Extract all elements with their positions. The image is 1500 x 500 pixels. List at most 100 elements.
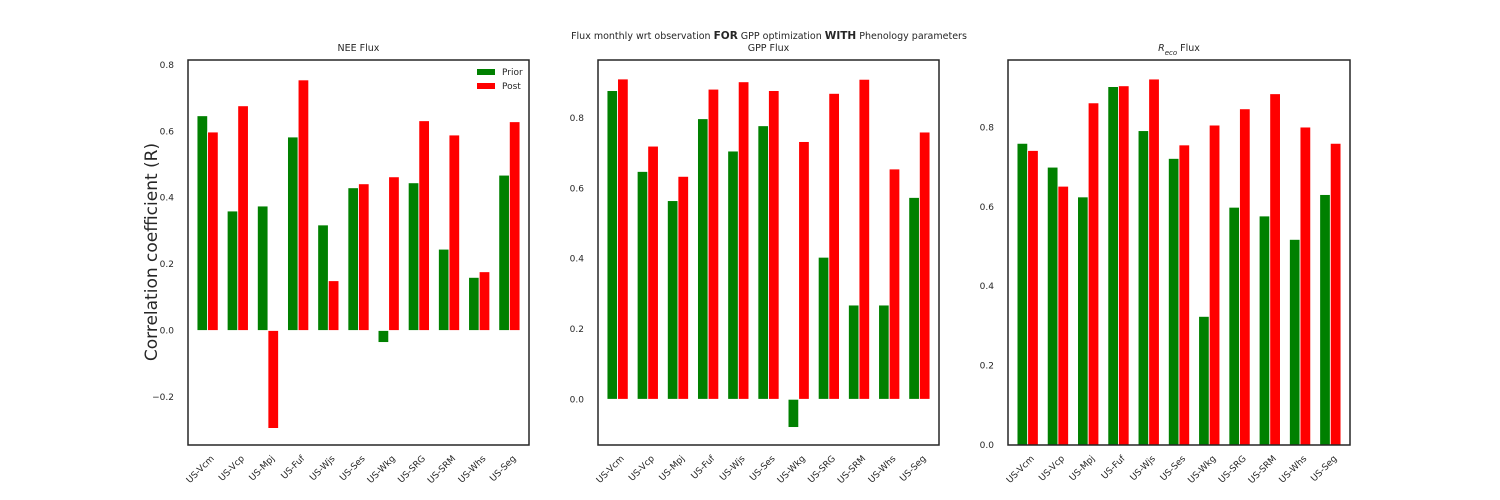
nee-bar-prior-us-whs [468,276,480,331]
nee-bar-prior-us-srg [407,182,420,331]
nee-bar-post-us-wjs [327,280,340,331]
nee-axes-frame [187,59,530,446]
gpp-bar-prior-us-whs [878,304,890,400]
gpp-x-tick-label: US-Wjs [718,454,747,483]
reco-axes-frame [1007,59,1351,446]
nee-bar-post-us-mpj [267,330,279,429]
reco-y-tick-label: 0.2 [980,362,994,372]
nee-bar-post-us-srg [418,120,430,331]
gpp-bar-prior-us-vcp [636,171,649,400]
reco-x-tick-label: US-Vcp [1037,454,1067,484]
nee-x-tick-label: US-Seg [488,454,518,484]
nee-bar-post-us-srm [448,134,460,331]
gpp-bar-post-us-vcp [647,145,659,400]
nee-y-tick-label: 0.8 [160,61,175,71]
gpp-bar-prior-us-ses [757,125,769,400]
gpp-bar-prior-us-vcm [606,90,619,400]
nee-bar-prior-us-wjs [317,224,329,331]
nee-bar-post-us-fuf [297,79,310,331]
reco-x-tick-label: US-Wjs [1129,454,1158,483]
gpp-y-tick-label: 0.2 [570,325,584,335]
gpp-bar-prior-us-mpj [667,200,679,400]
gpp-bar-prior-us-srm [848,304,860,400]
reco-bar-post-us-srm [1269,93,1281,446]
gpp-y-tick-label: 0.0 [570,395,585,405]
gpp-x-tick-label: US-Mpj [658,454,687,483]
gpp-x-tick-label: US-SRG [807,454,838,485]
nee-bar-prior-us-srm [438,248,450,331]
reco-y-tick-label: 0.6 [980,203,995,213]
gpp-bar-prior-us-wjs [727,150,739,400]
reco-bar-prior-us-wjs [1137,130,1150,446]
nee-x-tick-label: US-Fuf [280,453,308,481]
reco-bar-post-us-ses [1178,144,1190,446]
gpp-bar-post-us-srm [858,78,870,400]
reco-bar-post-us-srg [1239,108,1251,446]
reco-x-tick-label: US-SRG [1217,454,1248,485]
gpp-bar-prior-us-srg [817,256,830,400]
reco-x-tick-label: US-Mpj [1068,454,1097,483]
legend-label-post: Post [502,82,521,92]
gpp-bar-prior-us-wkg [787,398,800,428]
legend-label-prior: Prior [502,68,523,78]
nee-y-axis-label: Correlation coefficient (R) [142,143,162,361]
gpp-axes-frame [597,59,940,446]
reco-bar-prior-us-seg [1319,194,1331,446]
nee-bar-prior-us-mpj [257,205,269,331]
title-part: eco [1165,49,1177,57]
reco-x-tick-label: US-Whs [1278,454,1310,486]
nee-x-tick-label: US-SRM [426,454,458,486]
reco-bar-prior-us-whs [1289,239,1301,446]
gpp-bar-post-us-seg [918,131,931,400]
legend-swatch-prior [477,69,495,75]
chart-panels: −0.20.00.20.40.60.8US-Vcm US-Vcp US-Mpj US-… [152,43,1351,486]
suptitle-part: GPP optimization [738,31,825,42]
nee-bar-post-us-ses [358,183,370,331]
reco-bar-prior-us-srm [1258,215,1271,446]
nee-bar-prior-us-vcp [226,210,239,331]
nee-panel-title: NEE Flux [338,43,380,54]
nee-bar-prior-us-vcm [196,115,209,331]
reco-bar-post-us-seg [1329,142,1342,446]
gpp-x-tick-label: US-Wkg [776,454,808,486]
nee-x-tick-label: US-SRG [397,454,428,485]
suptitle-part: Flux monthly wrt observation [571,31,714,42]
reco-y-tick-label: 0.4 [980,282,995,292]
gpp-x-tick-label: US-Ses [748,454,778,484]
gpp-bar-post-us-whs [888,168,901,400]
reco-bar-post-us-whs [1299,126,1312,446]
title-part: Flux [1177,43,1200,54]
reco-bar-prior-us-srg [1228,206,1240,446]
reco-x-tick-label: US-Fuf [1100,453,1128,481]
reco-bar-prior-us-vcm [1016,142,1029,446]
gpp-bar-prior-us-seg [908,197,920,400]
gpp-bar-post-us-srg [828,93,840,400]
gpp-x-tick-label: US-Seg [898,454,928,484]
nee-y-tick-label: 0.0 [160,326,175,336]
reco-bar-prior-us-vcp [1046,166,1059,446]
reco-bar-post-us-wkg [1208,124,1221,446]
reco-x-tick-label: US-Ses [1159,454,1189,484]
reco-panel-title: Reco Flux [1158,43,1200,57]
nee-x-tick-label: US-Vcm [185,454,217,486]
gpp-panel-title: GPP Flux [748,43,790,54]
gpp-y-tick-label: 0.4 [570,255,585,265]
gpp-y-tick-label: 0.6 [570,184,585,194]
nee-x-tick-label: US-Whs [457,454,489,486]
nee-x-tick-label: US-Wjs [308,454,337,483]
nee-bar-prior-us-ses [347,187,359,331]
nee-bar-prior-us-seg [498,174,510,331]
reco-bar-prior-us-mpj [1077,196,1089,446]
suptitle-part: FOR [714,30,738,42]
gpp-bar-post-us-wjs [737,81,750,400]
gpp-x-tick-label: US-Whs [867,454,899,486]
reco-bar-post-us-mpj [1087,102,1100,446]
gpp-x-tick-label: US-Fuf [690,453,718,481]
gpp-panel: 0.00.20.40.60.8US-Vcm US-Vcp US-Mpj US-Fuf U… [570,43,940,486]
gpp-x-tick-label: US-Vcp [627,454,657,484]
suptitle-part: Phenology parameters [856,31,967,42]
nee-bar-prior-us-fuf [287,136,299,331]
nee-x-tick-label: US-Vcp [217,454,247,484]
reco-x-tick-label: US-Vcm [1005,454,1037,486]
